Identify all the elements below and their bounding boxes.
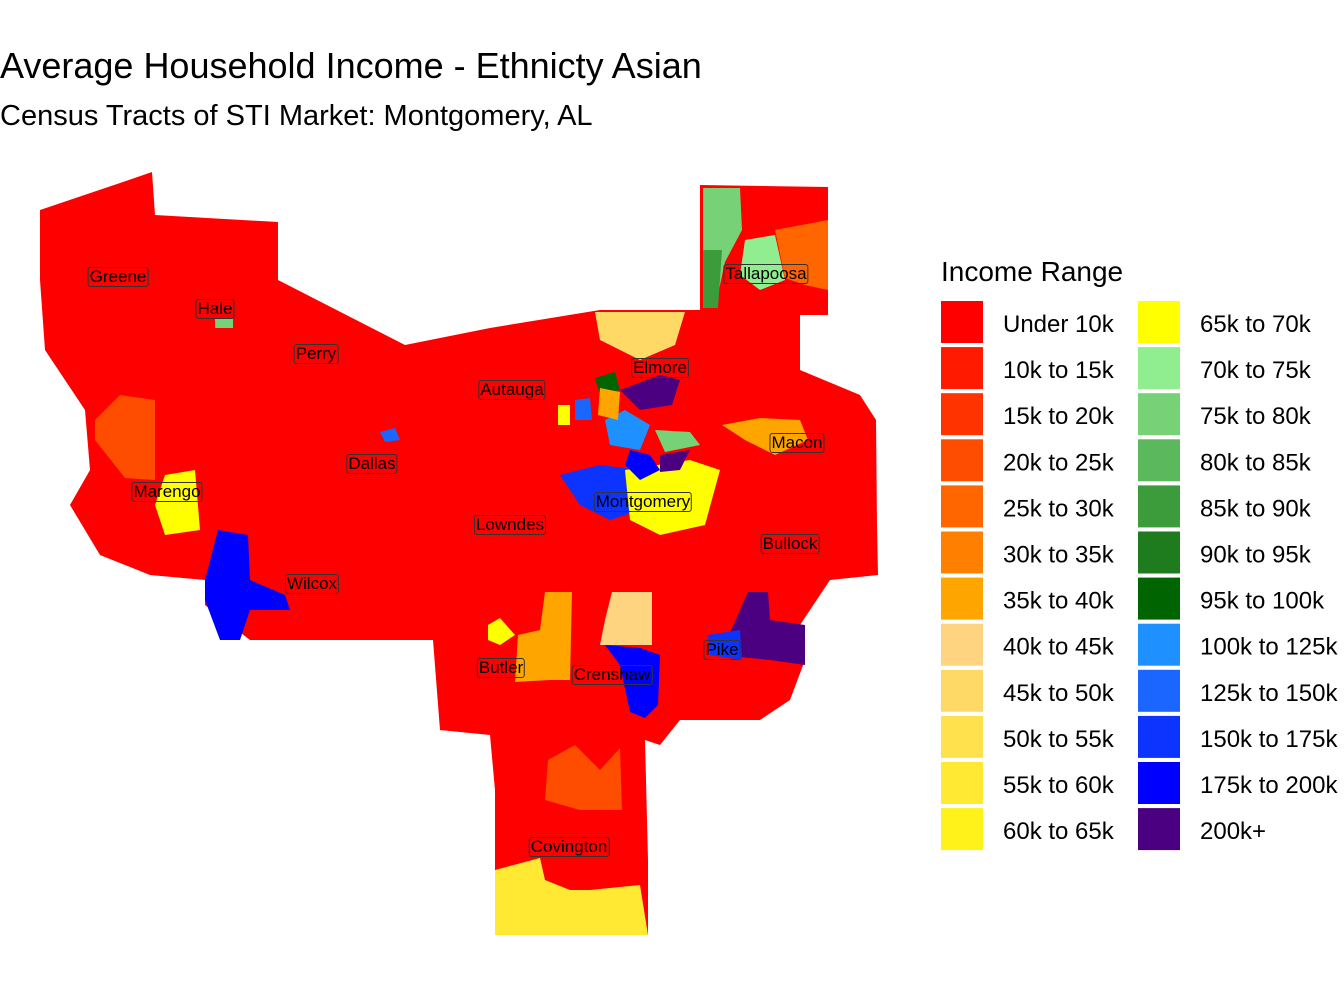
legend-label: 95k to 100k bbox=[1200, 588, 1325, 615]
county-label: Lowndes bbox=[473, 515, 547, 535]
legend-swatch bbox=[941, 762, 983, 804]
legend-swatch bbox=[941, 347, 983, 390]
legend-swatch bbox=[1138, 577, 1180, 620]
legend-label: 100k to 125k bbox=[1200, 634, 1338, 661]
county-label: Wilcox bbox=[284, 574, 340, 594]
legend-swatch bbox=[941, 669, 983, 712]
legend-swatch bbox=[1138, 669, 1180, 712]
legend-label: 200k+ bbox=[1200, 818, 1266, 845]
subtitle: Census Tracts of STI Market: Montgomery,… bbox=[0, 100, 593, 132]
legend-label: 60k to 65k bbox=[1003, 818, 1115, 845]
legend-swatch bbox=[941, 485, 983, 528]
legend-label: 65k to 70k bbox=[1200, 311, 1312, 338]
legend-label: 90k to 95k bbox=[1200, 542, 1312, 569]
legend-label: 175k to 200k bbox=[1200, 772, 1338, 799]
legend-swatch bbox=[941, 439, 983, 482]
legend-swatch bbox=[1138, 347, 1180, 390]
county-label: Covington bbox=[528, 837, 610, 857]
legend-label: 20k to 25k bbox=[1003, 449, 1115, 476]
legend-label: 150k to 175k bbox=[1200, 726, 1338, 753]
legend-label: 50k to 55k bbox=[1003, 726, 1115, 753]
county-label: Greene bbox=[87, 267, 149, 287]
legend-swatch bbox=[1138, 808, 1180, 851]
legend-label: 85k to 90k bbox=[1200, 495, 1312, 522]
county-label: Bullock bbox=[760, 534, 820, 554]
legend-label: 125k to 150k bbox=[1200, 680, 1338, 707]
map bbox=[40, 172, 878, 935]
legend-swatch bbox=[941, 301, 983, 343]
county-label: Pike bbox=[703, 640, 741, 660]
legend-swatch bbox=[1138, 393, 1180, 436]
legend-label: 25k to 30k bbox=[1003, 495, 1115, 522]
legend-swatch bbox=[941, 808, 983, 851]
county-label: Autauga bbox=[478, 380, 546, 400]
legend-label: 10k to 15k bbox=[1003, 357, 1115, 384]
county-label: Dallas bbox=[346, 454, 398, 474]
legend-label: 30k to 35k bbox=[1003, 542, 1115, 569]
legend-label: 40k to 45k bbox=[1003, 634, 1115, 661]
legend-label: 80k to 85k bbox=[1200, 449, 1312, 476]
county-label: Montgomery bbox=[593, 492, 693, 512]
legend-swatch bbox=[1138, 623, 1180, 666]
legend-swatch bbox=[1138, 762, 1180, 804]
legend-label: 55k to 60k bbox=[1003, 772, 1115, 799]
legend-swatch bbox=[941, 623, 983, 666]
legend-swatch bbox=[1138, 301, 1180, 343]
county-label: Hale bbox=[195, 299, 235, 319]
legend-label: 70k to 75k bbox=[1200, 357, 1312, 384]
legend: Income Range Under 10k 10k to 15k 15k to 2… bbox=[941, 256, 1338, 851]
legend-swatch bbox=[1138, 531, 1180, 574]
legend-swatch bbox=[941, 531, 983, 574]
title: Average Household Income - Ethnicty Asia… bbox=[0, 45, 702, 86]
legend-label: 45k to 50k bbox=[1003, 680, 1115, 707]
county-label: Butler bbox=[476, 658, 526, 678]
county-label: Macon bbox=[769, 433, 825, 453]
county-label: Elmore bbox=[631, 358, 689, 378]
legend-swatch bbox=[1138, 715, 1180, 758]
county-label: Perry bbox=[293, 344, 339, 364]
legend-swatch bbox=[941, 393, 983, 436]
legend-label: 15k to 20k bbox=[1003, 403, 1115, 430]
legend-swatch bbox=[1138, 485, 1180, 528]
legend-label: Under 10k bbox=[1003, 311, 1115, 338]
county-label: Tallapoosa bbox=[723, 264, 809, 284]
legend-label: 35k to 40k bbox=[1003, 588, 1115, 615]
legend-swatch bbox=[941, 577, 983, 620]
county-label: Crenshaw bbox=[571, 665, 653, 685]
legend-title: Income Range bbox=[941, 256, 1123, 287]
legend-swatch bbox=[1138, 439, 1180, 482]
legend-label: 75k to 80k bbox=[1200, 403, 1312, 430]
legend-swatch bbox=[941, 715, 983, 758]
county-label: Marengo bbox=[131, 482, 203, 502]
